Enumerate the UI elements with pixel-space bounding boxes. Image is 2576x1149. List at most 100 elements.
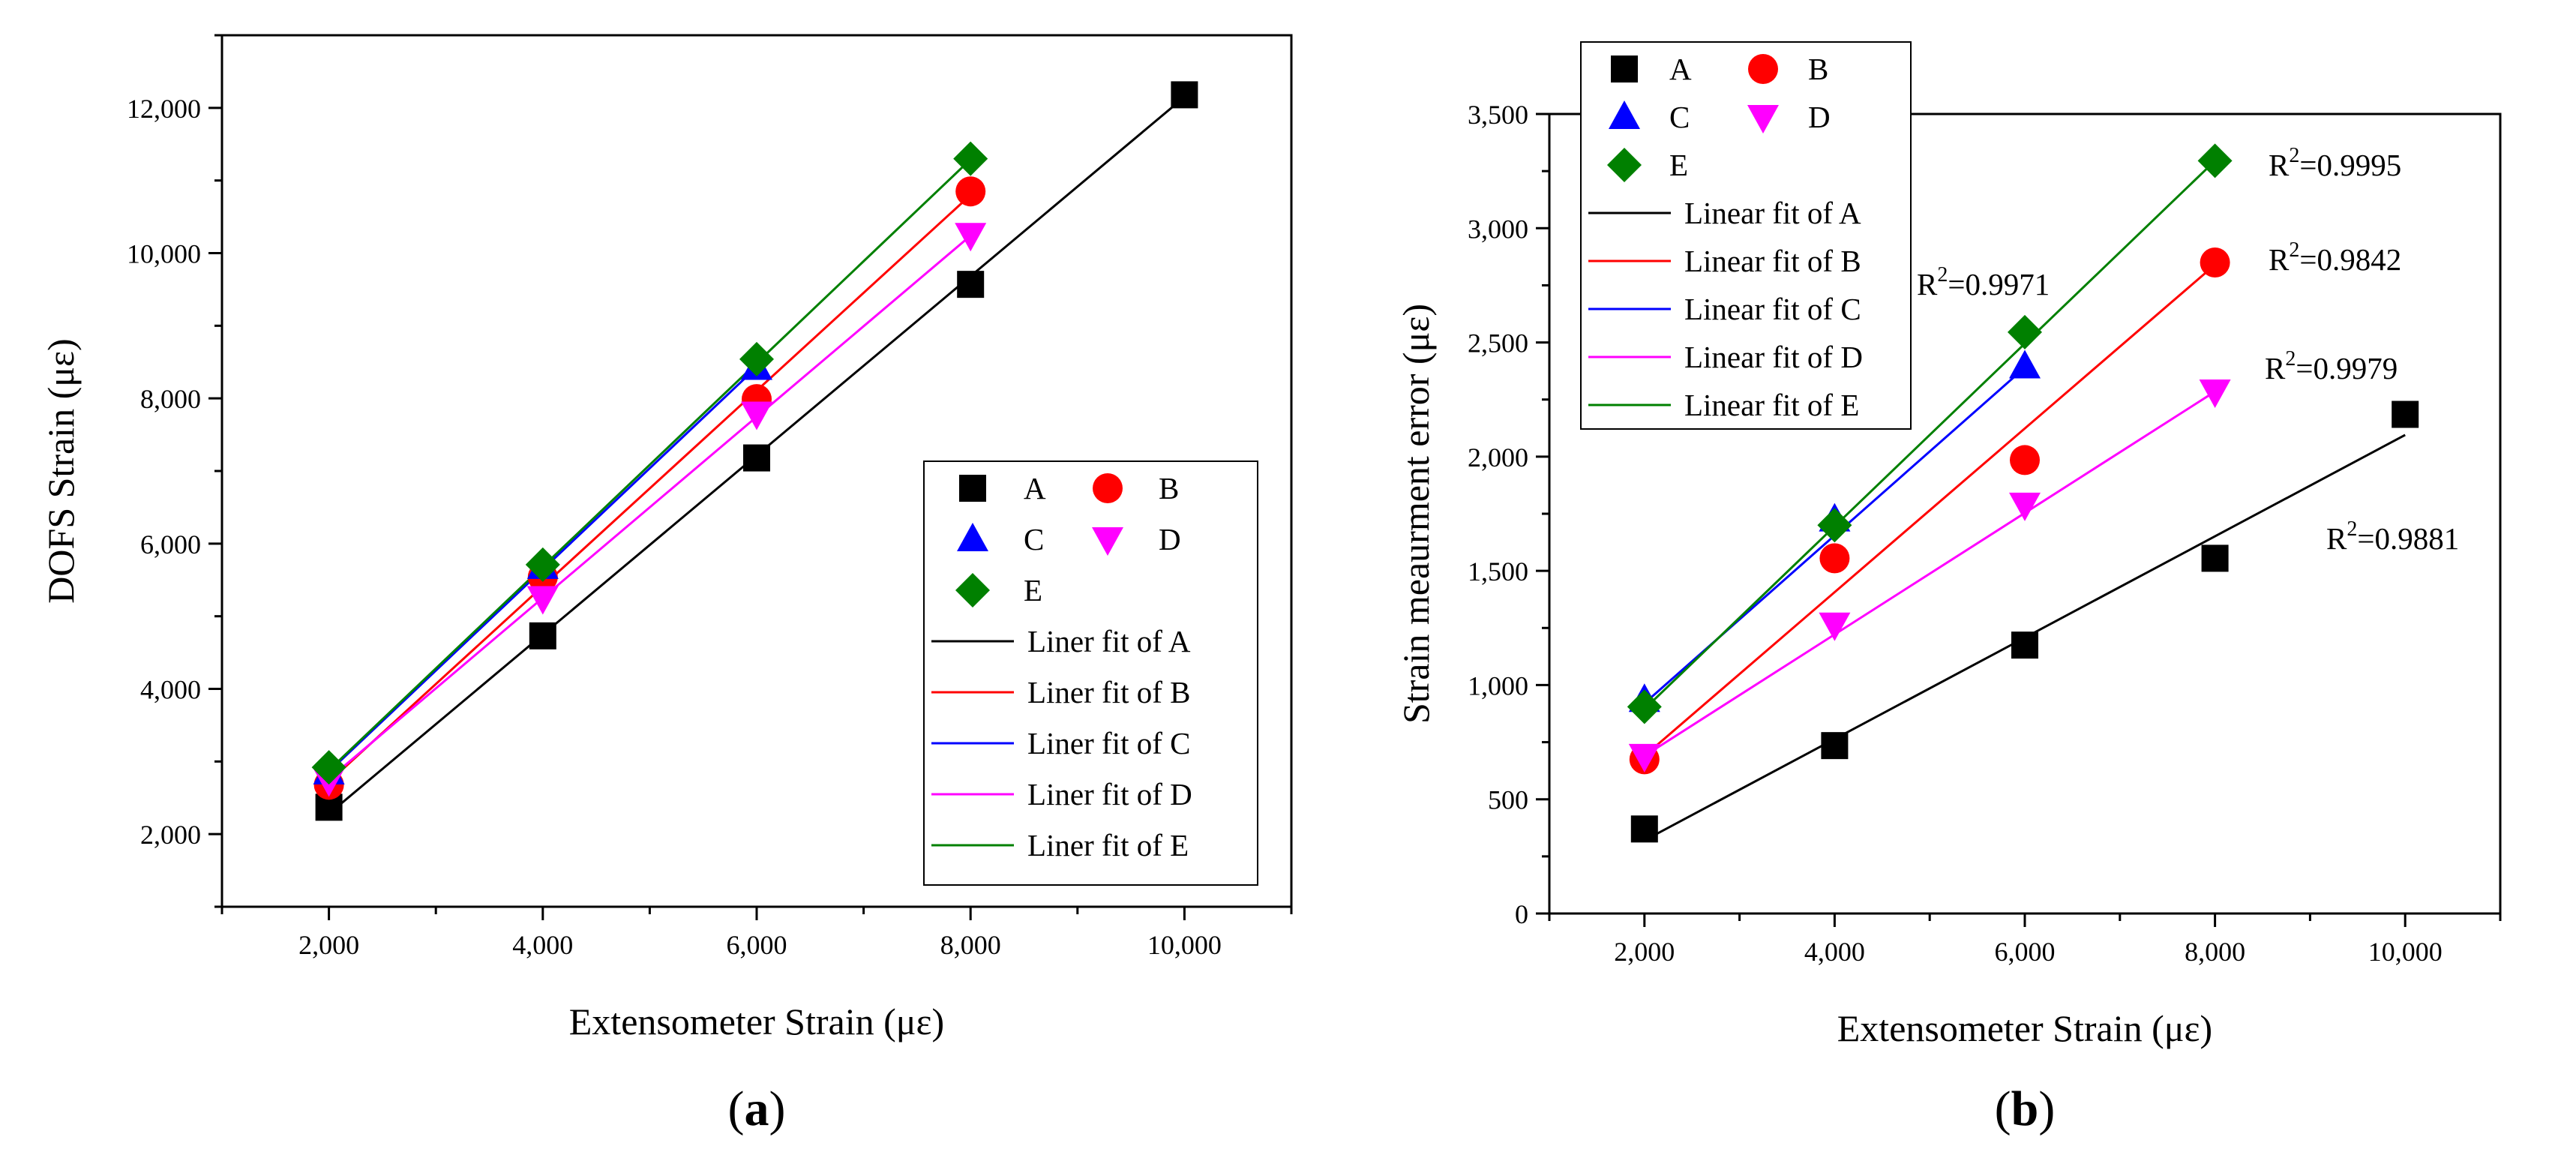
panel-b-chart: 2,000 4,000 6,000 8,000 10,000 0 500 1,000 1,500… bbox=[1395, 41, 2502, 1136]
data-point-b bbox=[2200, 247, 2230, 278]
data-point-e bbox=[311, 750, 346, 785]
legend: A B C D E Linear fit of A Linear fit of B Linea… bbox=[1580, 41, 1912, 430]
r-value: =0.9995 bbox=[2299, 148, 2401, 182]
caption-paren-close: ) bbox=[2038, 1082, 2055, 1136]
legend-marker-a bbox=[959, 475, 986, 502]
y-tick-label: 2,500 bbox=[1468, 328, 1528, 358]
data-point-d bbox=[526, 586, 559, 615]
legend-label-e: E bbox=[1669, 148, 1688, 182]
caption-paren-open: ( bbox=[1995, 1082, 2011, 1136]
legend-fit-label-c: Linear fit of C bbox=[1684, 292, 1861, 326]
legend-marker-d bbox=[1092, 527, 1123, 556]
data-point-a bbox=[1821, 732, 1849, 760]
data-point-d bbox=[1819, 612, 1851, 641]
data-point-b bbox=[2010, 445, 2040, 476]
y-tick-label: 0 bbox=[1515, 899, 1528, 929]
data-point-a bbox=[743, 444, 770, 472]
x-tick-label: 4,000 bbox=[512, 930, 573, 960]
r-letter: R bbox=[2265, 351, 2286, 386]
data-point-a bbox=[1171, 81, 1198, 109]
data-point-a bbox=[957, 271, 985, 298]
data-point-d bbox=[2199, 380, 2231, 409]
legend-marker-e bbox=[1607, 148, 1642, 182]
data-point-e bbox=[2008, 314, 2042, 350]
legend-box bbox=[1580, 41, 1912, 430]
legend-marker-e bbox=[955, 573, 990, 608]
fit-line-d bbox=[1643, 390, 2216, 758]
r-value: =0.9842 bbox=[2299, 242, 2401, 277]
legend-label-a: A bbox=[1024, 471, 1046, 506]
data-point-b bbox=[1819, 543, 1850, 574]
data-point-c bbox=[2009, 350, 2041, 379]
y-tick-label: 1,000 bbox=[1468, 670, 1528, 700]
x-tick-label: 8,000 bbox=[940, 930, 1001, 960]
data-point-e bbox=[953, 141, 988, 176]
data-point-a bbox=[2392, 400, 2419, 428]
fit-line-b bbox=[1643, 263, 2216, 757]
legend-marker-b bbox=[1093, 473, 1123, 503]
y-axis-label: DOFS Strain (με) bbox=[40, 338, 82, 603]
panel-caption: (b) bbox=[1995, 1082, 2056, 1136]
legend-label-e: E bbox=[1024, 573, 1042, 608]
x-tick-label: 2,000 bbox=[1614, 937, 1675, 967]
legend-label-a: A bbox=[1669, 52, 1692, 86]
legend-marker-a bbox=[1611, 56, 1638, 82]
x-axis-label: Extensometer Strain (με) bbox=[569, 1000, 944, 1042]
data-point-d bbox=[741, 401, 772, 430]
r-value: =0.9881 bbox=[2357, 521, 2459, 556]
data-point-e bbox=[1627, 689, 1662, 724]
legend-label-d: D bbox=[1808, 100, 1831, 134]
y-tick-label: 2,000 bbox=[140, 820, 201, 850]
data-point-a bbox=[1630, 815, 1658, 843]
r-squared-annotation: R2=0.9971 bbox=[1917, 263, 2050, 302]
fit-line-e bbox=[1643, 160, 2216, 710]
data-point-e bbox=[2197, 143, 2233, 178]
r-squared-annotation: R2=0.9842 bbox=[2269, 238, 2401, 277]
data-point-a bbox=[529, 622, 556, 650]
legend-label-b: B bbox=[1159, 471, 1179, 506]
legend-label-c: C bbox=[1024, 522, 1044, 556]
r-squared-annotation: R2=0.9881 bbox=[2326, 518, 2459, 556]
r-letter: R bbox=[2269, 148, 2290, 182]
r-letter: R bbox=[1917, 267, 1938, 302]
legend-fit-label-a: Liner fit of A bbox=[1027, 624, 1191, 658]
legend-label-d: D bbox=[1159, 522, 1181, 556]
y-tick-label: 6,000 bbox=[140, 530, 201, 560]
y-tick-label: 4,000 bbox=[140, 675, 201, 705]
r-exponent: 2 bbox=[1937, 263, 1948, 286]
legend-fit-label-b: Linear fit of B bbox=[1684, 244, 1861, 278]
legend-marker-d bbox=[1747, 105, 1779, 134]
legend-fit-label-e: Linear fit of E bbox=[1684, 388, 1859, 422]
r-value: =0.9971 bbox=[1948, 267, 2050, 302]
r-exponent: 2 bbox=[2347, 518, 2357, 541]
caption-letter: a bbox=[745, 1082, 769, 1136]
fit-line-d bbox=[328, 235, 972, 780]
y-tick-label: 3,500 bbox=[1468, 100, 1528, 130]
data-point-a bbox=[2011, 632, 2038, 659]
r-squared-annotation: R2=0.9979 bbox=[2265, 347, 2398, 386]
x-tick-label: 2,000 bbox=[298, 930, 359, 960]
r-exponent: 2 bbox=[2285, 347, 2296, 370]
x-tick-label: 6,000 bbox=[1995, 937, 2056, 967]
legend-fit-label-d: Linear fit of D bbox=[1684, 340, 1863, 374]
r-exponent: 2 bbox=[2289, 144, 2299, 167]
y-tick-label: 8,000 bbox=[140, 384, 201, 414]
caption-paren-close: ) bbox=[769, 1082, 786, 1136]
r-letter: R bbox=[2326, 521, 2347, 556]
fit-line-e bbox=[328, 158, 972, 772]
r-value: =0.9979 bbox=[2296, 351, 2398, 386]
legend-marker-c bbox=[1609, 100, 1640, 129]
r-letter: R bbox=[2269, 242, 2290, 277]
legend-fit-label-e: Liner fit of E bbox=[1027, 828, 1189, 862]
y-tick-label: 500 bbox=[1488, 785, 1528, 815]
fit-line-b bbox=[328, 194, 972, 783]
y-tick-label: 10,000 bbox=[127, 239, 201, 269]
data-point-d bbox=[1628, 743, 1660, 772]
x-axis-label: Extensometer Strain (με) bbox=[1837, 1007, 2212, 1049]
data-point-a bbox=[2201, 544, 2229, 572]
x-tick-label: 6,000 bbox=[727, 930, 787, 960]
x-tick-label: 10,000 bbox=[1147, 930, 1222, 960]
panel-caption: (a) bbox=[728, 1082, 786, 1136]
legend-fit-label-b: Liner fit of B bbox=[1027, 675, 1190, 710]
caption-letter: b bbox=[2011, 1082, 2039, 1136]
